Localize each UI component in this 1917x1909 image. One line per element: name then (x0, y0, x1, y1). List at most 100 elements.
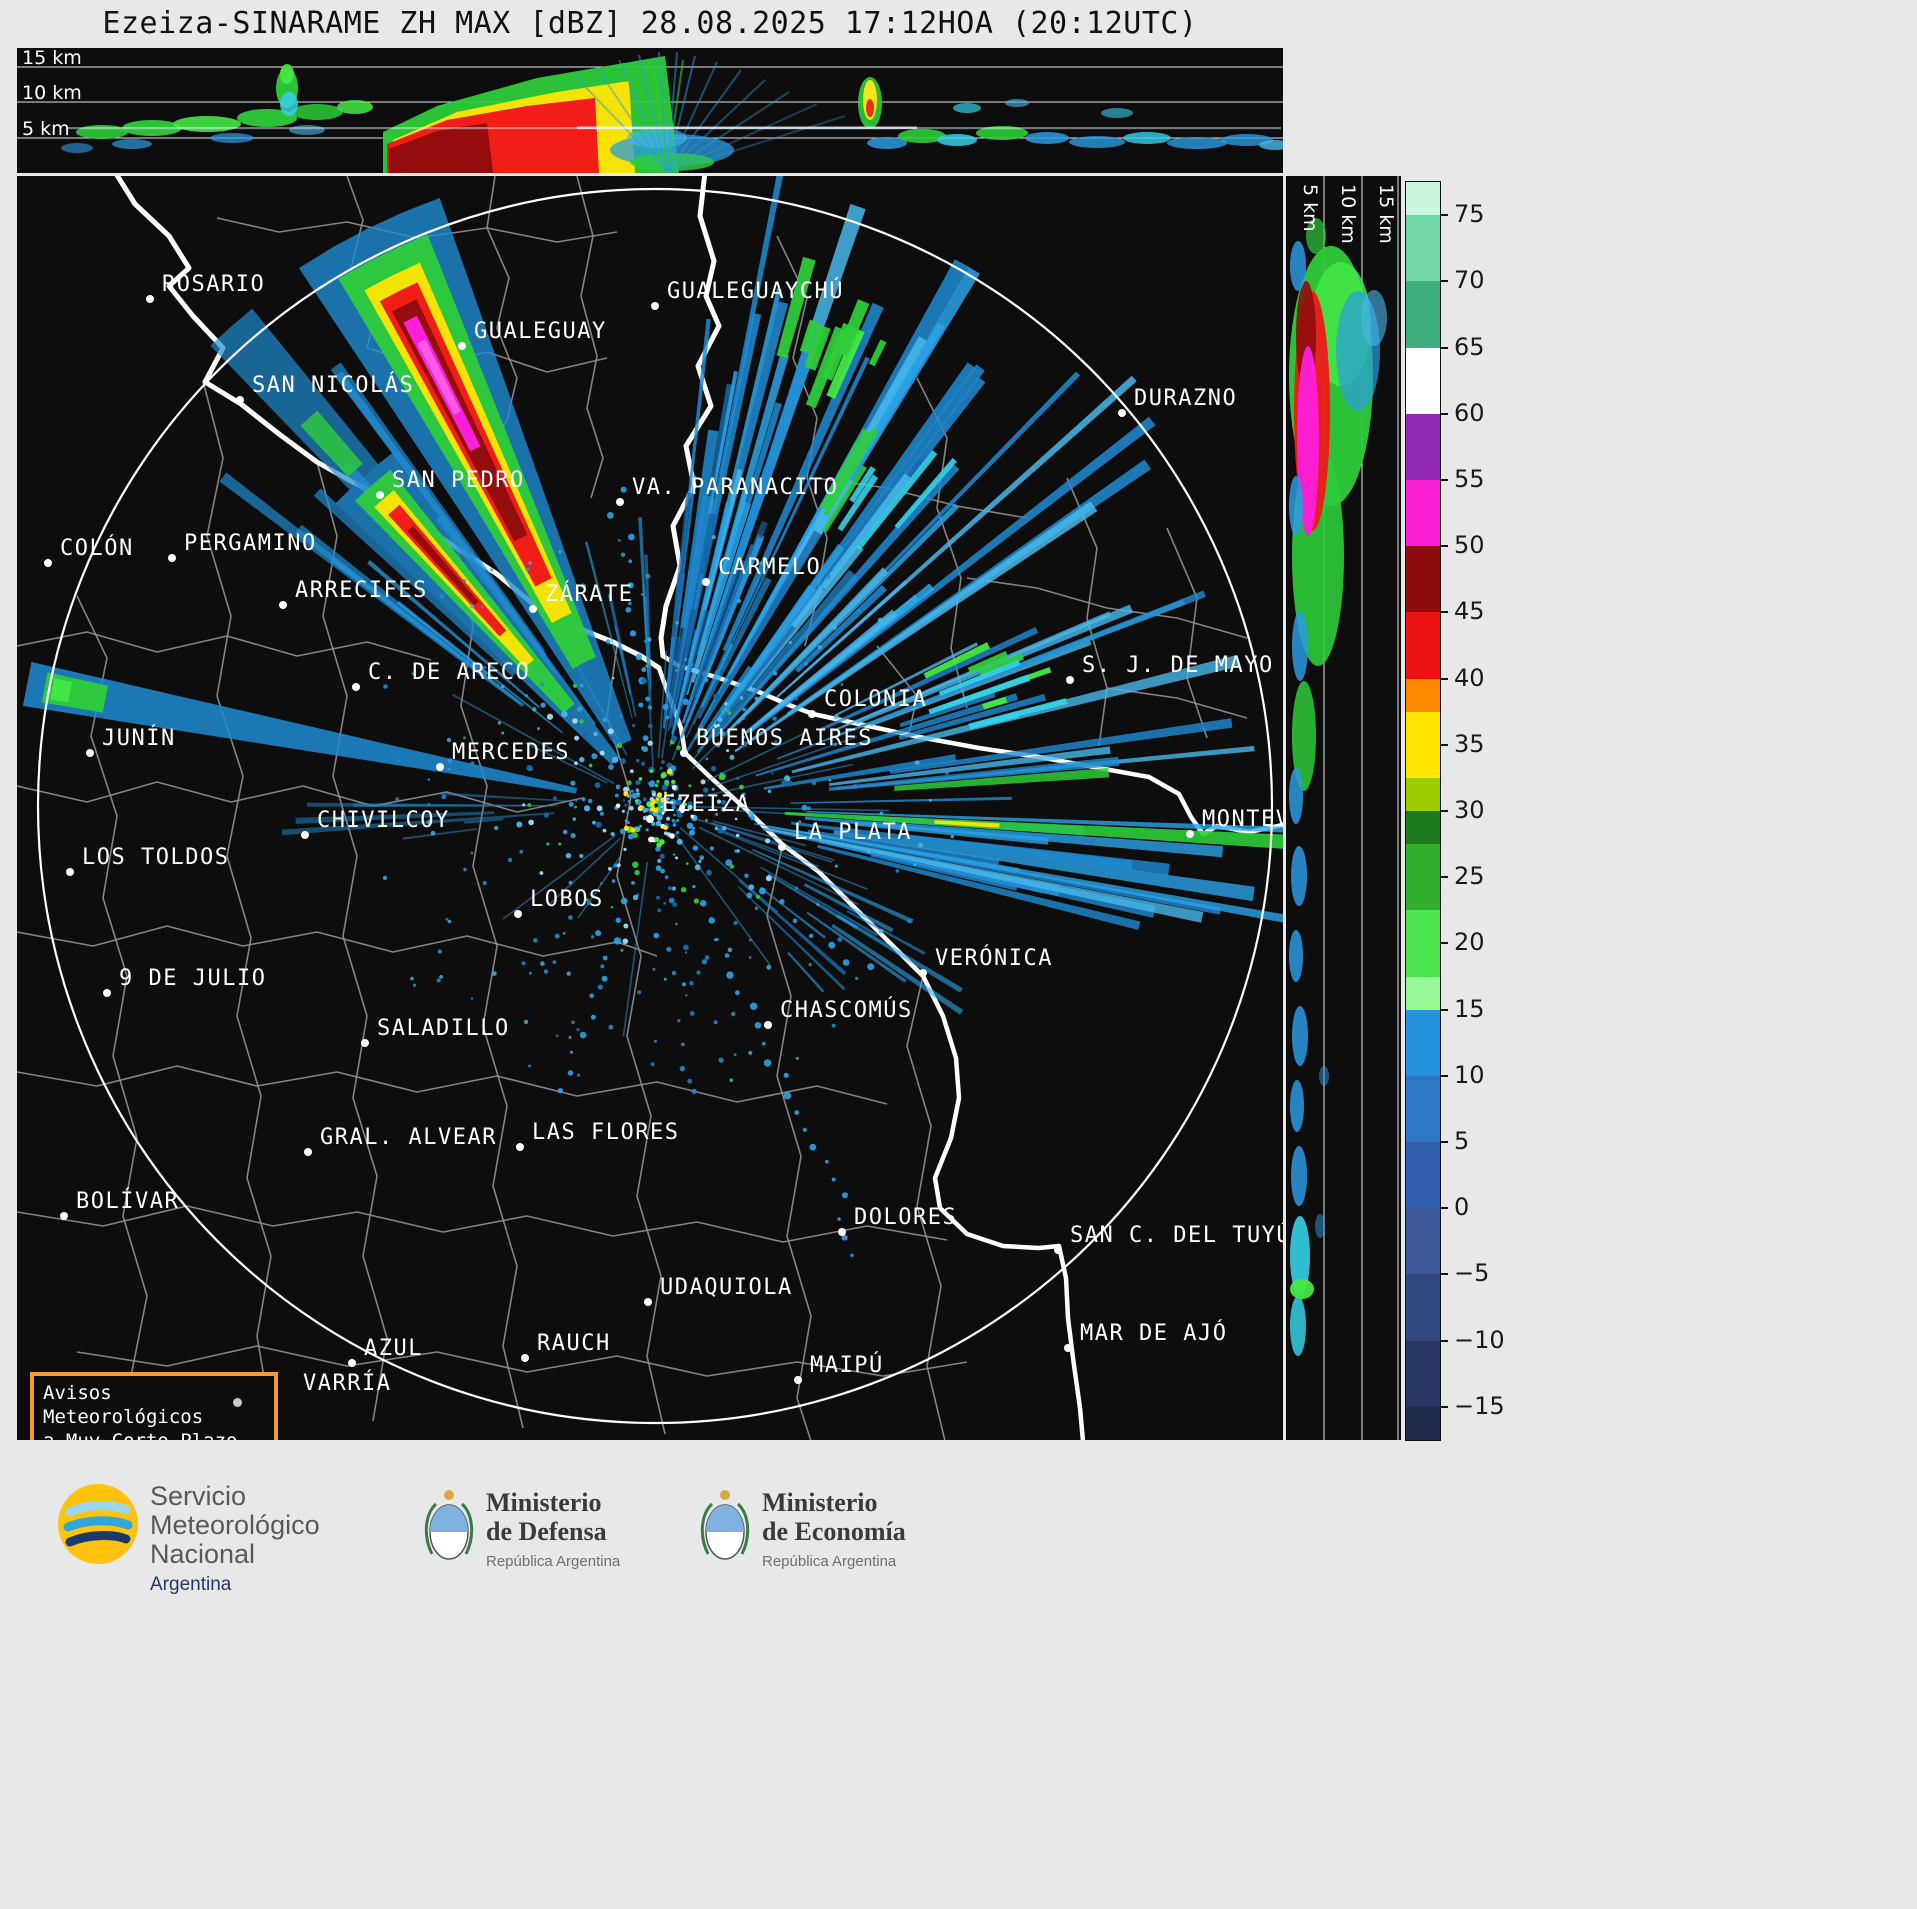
radar-echo-spoke (219, 472, 525, 707)
radar-echo-dot (809, 1143, 817, 1151)
city-label: DURAZNO (1134, 386, 1237, 411)
radar-clutter (729, 1078, 734, 1082)
radar-clutter (526, 764, 533, 772)
radar-clutter (669, 833, 675, 839)
radar-clutter (822, 587, 826, 591)
radar-clutter (729, 754, 735, 760)
admin-boundary (1166, 527, 1208, 739)
radar-clutter (807, 806, 812, 811)
radar-echo-spoke (849, 466, 876, 503)
colorbar-band (1406, 347, 1440, 415)
radar-clutter (637, 795, 640, 798)
radar-echo-dot (735, 990, 740, 996)
radar-clutter (469, 604, 475, 609)
radar-clutter (566, 971, 571, 976)
radar-echo-spoke (978, 653, 1024, 677)
colorbar-tick-mark (1440, 280, 1448, 283)
radar-clutter (680, 887, 687, 893)
radar-clutter (655, 820, 662, 827)
radar-echo-dot (837, 1217, 841, 1221)
radar-clutter (611, 879, 616, 883)
city-label: CHIVILCOY (317, 808, 450, 833)
radar-clutter (540, 652, 547, 658)
echo-blob (1221, 134, 1273, 146)
radar-clutter (700, 779, 706, 785)
radar-clutter (583, 805, 591, 812)
colorbar-tick-label: 20 (1454, 928, 1485, 957)
radar-echo-dot (607, 512, 614, 519)
colorbar-band (1406, 1274, 1440, 1342)
radar-echo-spoke (889, 718, 1233, 774)
radar-ray (699, 826, 859, 906)
radar-echo-spoke (738, 886, 846, 991)
radar-clutter (682, 698, 689, 705)
coat-of-arms-icon (700, 1490, 750, 1560)
radar-clutter (574, 805, 577, 809)
radar-clutter (592, 820, 596, 825)
echo-blob (1361, 290, 1387, 346)
radar-clutter (834, 864, 838, 868)
radar-clutter (621, 728, 626, 734)
radar-clutter (675, 856, 678, 860)
radar-echo-spoke (968, 698, 1068, 729)
colorbar-tick-label: 35 (1454, 729, 1485, 758)
radar-clutter (617, 539, 621, 542)
radar-ray (706, 731, 808, 782)
radar-clutter (579, 853, 584, 859)
radar-clutter (605, 639, 611, 645)
echo-ray (666, 69, 742, 173)
radar-clutter (679, 804, 686, 811)
radar-echo-beam (300, 410, 363, 477)
city-label: MAIPÚ (810, 1352, 884, 1378)
radar-clutter (817, 645, 823, 650)
radar-clutter (608, 867, 612, 871)
radar-clutter (828, 779, 832, 782)
city-label: S. J. DE MAYO (1082, 653, 1274, 678)
colorbar-tick-mark (1440, 677, 1448, 680)
radar-clutter (572, 718, 578, 724)
radar-clutter (717, 717, 723, 723)
radar-clutter (533, 938, 538, 943)
radar-clutter (590, 935, 595, 939)
city-dot (458, 342, 466, 350)
radar-clutter (642, 746, 649, 753)
radar-echo-spoke (643, 596, 650, 670)
radar-echo-dot (677, 1019, 681, 1023)
city-label: BOLÍVAR (76, 1188, 179, 1214)
alert-box[interactable]: Avisos Meteorológicos a Muy Corto Plazo (30, 1372, 278, 1440)
radar-echo-dot (841, 1234, 848, 1241)
radar-ray (710, 822, 835, 861)
city-dot (103, 989, 111, 997)
city-dot (86, 749, 94, 757)
radar-echo-spoke (833, 830, 1255, 902)
city-label: ROSARIO (162, 272, 265, 297)
radar-echo-spoke (923, 642, 991, 679)
city-label: SAN NICOLÁS (252, 372, 414, 398)
radar-clutter (596, 805, 603, 812)
radar-clutter (599, 811, 604, 816)
radar-clutter (437, 949, 442, 954)
radar-echo-spoke (898, 694, 1046, 740)
radar-clutter (537, 727, 540, 731)
echo-blob (61, 143, 93, 153)
radar-echo-dot (528, 971, 532, 975)
radar-echo-dot (628, 559, 633, 564)
radar-clutter (662, 703, 669, 711)
radar-clutter (671, 886, 677, 891)
radar-clutter (591, 753, 598, 760)
radar-echo-spoke (440, 792, 570, 802)
radar-clutter (676, 831, 680, 835)
radar-clutter (576, 607, 580, 611)
radar-clutter (856, 608, 861, 614)
echo-blob (173, 116, 241, 132)
city-dot (919, 969, 927, 977)
radar-clutter (666, 797, 670, 801)
radar-echo-dot (613, 863, 618, 868)
radar-echo-spoke (674, 608, 699, 699)
colorbar-tick-label: 75 (1454, 200, 1485, 229)
radar-clutter (470, 851, 474, 855)
city-label: PERGAMINO (184, 531, 317, 556)
radar-echo-spoke (702, 665, 752, 735)
radar-clutter (687, 804, 693, 810)
echo-blob (1315, 1214, 1325, 1238)
